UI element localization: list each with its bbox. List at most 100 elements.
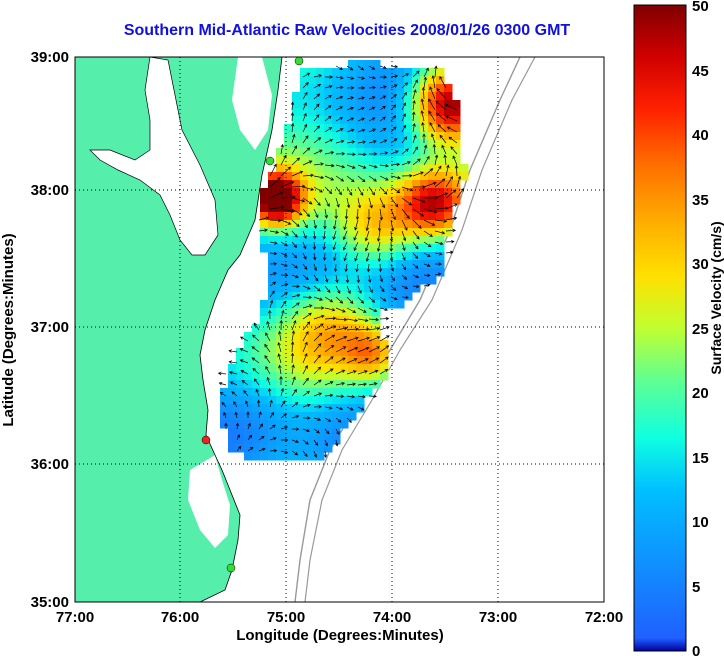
velocity-arrow (291, 170, 304, 177)
velocity-cell (428, 196, 437, 205)
velocity-cell (356, 204, 365, 213)
velocity-arrow (368, 346, 381, 353)
velocity-cell (260, 428, 269, 437)
velocity-cell (284, 260, 293, 269)
velocity-cell (444, 220, 453, 229)
velocity-cell (372, 316, 381, 325)
velocity-cell (260, 388, 269, 397)
velocity-arrow (355, 208, 360, 221)
velocity-cell (420, 220, 429, 229)
velocity-cell (364, 316, 373, 325)
velocity-cell (308, 84, 317, 93)
velocity-cell (252, 428, 261, 437)
velocity-arrow (346, 175, 355, 183)
velocity-arrow (240, 370, 249, 375)
velocity-cell (452, 180, 461, 189)
velocity-arrow (346, 394, 356, 399)
velocity-cell (332, 236, 341, 245)
velocity-cell (332, 332, 341, 341)
velocity-cell (396, 108, 405, 117)
velocity-cell (332, 380, 341, 389)
velocity-arrow (423, 181, 437, 188)
velocity-cell (356, 92, 365, 101)
station-mid (265, 156, 275, 166)
velocity-cell (420, 172, 429, 181)
velocity-arrow (431, 75, 436, 89)
velocity-cell (388, 140, 397, 149)
velocity-cell (300, 396, 309, 405)
velocity-cell (436, 212, 445, 221)
velocity-arrow (401, 73, 410, 78)
velocity-arrow (291, 439, 299, 444)
velocity-arrow (368, 197, 373, 209)
velocity-arrow (364, 230, 370, 242)
velocity-cell (316, 92, 325, 101)
velocity-cell (308, 332, 317, 341)
velocity-arrow (343, 219, 348, 231)
velocity-cell (404, 292, 413, 301)
velocity-cell (364, 380, 373, 389)
velocity-cell (380, 76, 389, 85)
velocity-cell (324, 348, 333, 357)
velocity-cell (300, 308, 309, 317)
velocity-arrow (313, 285, 321, 292)
velocity-cell (364, 148, 373, 157)
velocity-cell (332, 108, 341, 117)
velocity-arrow (421, 121, 425, 133)
velocity-cell (268, 228, 277, 237)
velocity-cell (268, 212, 277, 221)
velocity-cell (332, 220, 341, 229)
velocity-arrow (423, 168, 434, 177)
velocity-cell (308, 364, 317, 373)
velocity-cell (308, 204, 317, 213)
velocity-cell (356, 300, 365, 309)
velocity-arrow (224, 422, 228, 430)
velocity-cell (372, 180, 381, 189)
velocity-arrow (423, 155, 430, 166)
velocity-cell (308, 276, 317, 285)
velocity-cell (292, 284, 301, 293)
velocity-cell (412, 116, 421, 125)
velocity-cell (332, 420, 341, 429)
velocity-cell (252, 332, 261, 341)
velocity-cell (284, 324, 293, 333)
velocity-arrow (313, 74, 323, 78)
velocity-cell (284, 452, 293, 461)
velocity-cell (380, 364, 389, 373)
velocity-cell (428, 108, 437, 117)
velocity-cell (356, 276, 365, 285)
velocity-arrow (302, 353, 308, 364)
velocity-arrow (302, 403, 311, 408)
velocity-cell (308, 404, 317, 413)
velocity-cell (404, 164, 413, 173)
velocity-cell (324, 172, 333, 181)
velocity-cell (380, 340, 389, 349)
velocity-cell (340, 364, 349, 373)
velocity-arrow (324, 344, 335, 353)
velocity-arrow (401, 82, 409, 89)
velocity-cell (340, 220, 349, 229)
velocity-arrow (313, 197, 321, 206)
velocity-arrow (423, 252, 431, 257)
velocity-cell (300, 68, 309, 77)
velocity-cell (260, 356, 269, 365)
velocity-arrow (335, 186, 342, 196)
velocity-cell (372, 196, 381, 205)
velocity-cell (324, 68, 333, 77)
velocity-cell (292, 292, 301, 301)
velocity-cell (396, 276, 405, 285)
velocity-cell (316, 372, 325, 381)
velocity-cell (412, 228, 421, 237)
velocity-arrow (335, 439, 339, 447)
velocity-cell (412, 276, 421, 285)
velocity-cell (300, 92, 309, 101)
velocity-cell (316, 324, 325, 333)
velocity-cell (396, 252, 405, 261)
velocity-cell (252, 372, 261, 381)
velocity-cell (444, 92, 453, 101)
velocity-cell (380, 180, 389, 189)
velocity-cell (308, 164, 317, 173)
velocity-arrow (346, 186, 353, 196)
velocity-cell (356, 132, 365, 141)
velocity-cell (324, 428, 333, 437)
